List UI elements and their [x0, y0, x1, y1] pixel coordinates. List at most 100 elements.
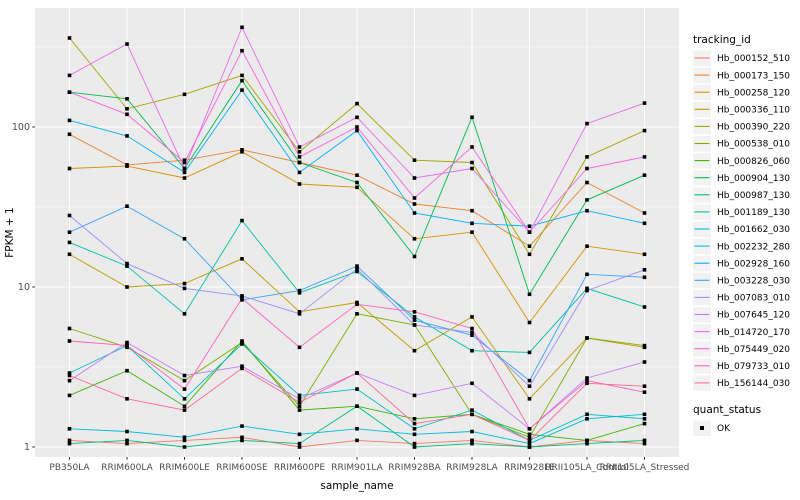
data-point — [182, 158, 187, 162]
x-tick-label: RRIM928LA — [446, 463, 498, 473]
data-point — [297, 170, 302, 175]
data-point — [642, 252, 647, 257]
data-point — [182, 438, 187, 443]
data-point — [585, 180, 589, 185]
data-point — [125, 112, 129, 117]
data-point — [182, 445, 187, 449]
data-point — [125, 42, 129, 46]
data-point — [355, 264, 359, 268]
data-point — [470, 115, 474, 120]
data-point — [67, 118, 72, 123]
data-point — [355, 185, 359, 190]
data-point — [527, 397, 532, 401]
data-point — [642, 211, 647, 215]
data-point — [527, 350, 532, 355]
data-point — [125, 285, 129, 289]
data-point — [355, 302, 359, 307]
legend-entry-label: Hb_014720_170 — [717, 328, 790, 338]
data-point — [412, 417, 417, 421]
data-point — [297, 160, 302, 165]
legend-entry-label: Hb_000390_220 — [717, 123, 790, 133]
data-point — [412, 315, 417, 319]
legend-entry-label: Hb_000826_060 — [717, 157, 790, 167]
data-point — [355, 312, 359, 316]
data-point — [412, 421, 417, 426]
legend-entry-label: Hb_002928_160 — [717, 259, 790, 269]
data-point — [527, 445, 532, 449]
data-point — [67, 441, 72, 446]
data-point — [240, 257, 244, 261]
data-point — [412, 310, 417, 314]
data-point — [470, 348, 474, 353]
data-point — [412, 432, 417, 437]
data-point — [240, 438, 244, 443]
legend-quant-label: OK — [717, 424, 731, 434]
data-point — [182, 160, 187, 165]
data-point — [182, 166, 187, 171]
legend-entry-label: Hb_079733_010 — [717, 362, 790, 372]
data-point — [412, 427, 417, 431]
data-point — [412, 202, 417, 206]
data-point — [470, 208, 474, 213]
data-point — [125, 397, 129, 401]
data-point — [470, 333, 474, 337]
data-point — [470, 166, 474, 171]
data-point — [585, 286, 589, 291]
data-point — [642, 221, 647, 226]
data-point — [527, 441, 532, 446]
data-point — [297, 393, 302, 398]
data-point — [527, 435, 532, 440]
x-tick-label: RRIM600SE — [216, 463, 268, 473]
data-point — [527, 224, 532, 228]
x-tick-label: RRIM600LA — [101, 463, 153, 473]
data-point — [297, 310, 302, 314]
y-tick-label: 100 — [12, 122, 30, 133]
data-point — [470, 230, 474, 234]
data-point — [355, 173, 359, 177]
data-point — [125, 204, 129, 208]
data-point — [470, 221, 474, 226]
data-point — [585, 438, 589, 443]
data-point — [527, 438, 532, 443]
data-point — [527, 384, 532, 388]
data-point — [355, 371, 359, 375]
data-point — [297, 404, 302, 408]
data-point — [470, 315, 474, 319]
data-point — [585, 198, 589, 202]
data-point — [585, 441, 589, 446]
data-point — [182, 408, 187, 412]
legend-entry-label: Hb_000904_130 — [717, 174, 790, 184]
data-point — [585, 272, 589, 277]
data-point — [182, 387, 187, 391]
data-point — [642, 412, 647, 417]
data-point — [297, 288, 302, 293]
data-point — [642, 384, 647, 388]
data-point — [67, 166, 72, 171]
data-point — [67, 240, 72, 245]
data-point — [527, 292, 532, 297]
data-point — [297, 182, 302, 186]
x-tick-label: RRIM928LE — [504, 463, 555, 473]
data-point — [240, 296, 244, 301]
data-point — [642, 343, 647, 348]
data-point — [412, 318, 417, 322]
x-axis-title: sample_name — [320, 480, 393, 492]
x-tick-label: RRII105LA_Stressed — [600, 463, 690, 473]
data-point — [67, 393, 72, 398]
legend-entry-label: Hb_001662_030 — [717, 225, 790, 235]
x-tick-label: PB350LA — [49, 463, 90, 473]
data-point — [412, 176, 417, 180]
data-point — [182, 435, 187, 440]
data-point — [240, 218, 244, 223]
data-point — [642, 360, 647, 364]
legend-entry-label: Hb_075449_020 — [717, 345, 790, 355]
data-point — [182, 170, 187, 175]
data-point — [527, 244, 532, 248]
legend-entry-label: Hb_000336_110 — [717, 106, 790, 116]
data-point — [67, 230, 72, 234]
data-point — [585, 166, 589, 171]
data-point — [355, 404, 359, 408]
data-point — [642, 268, 647, 272]
data-point — [67, 326, 72, 331]
